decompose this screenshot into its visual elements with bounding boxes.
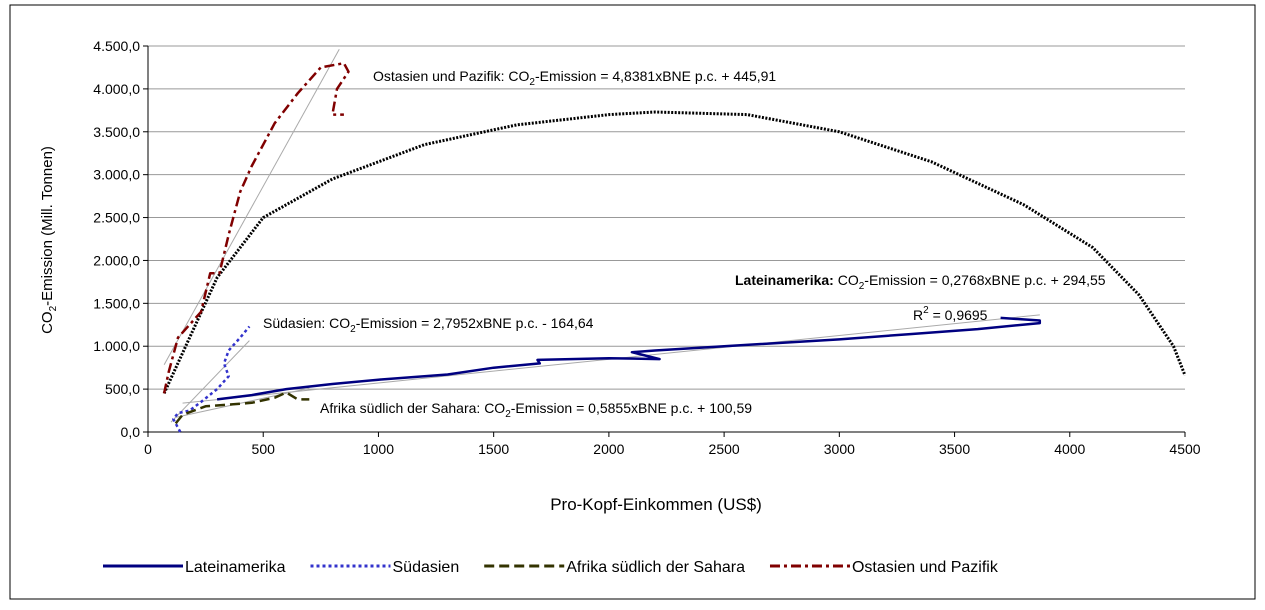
x-tick-label: 3500 — [939, 441, 970, 457]
trendline — [163, 49, 340, 365]
y-tick-label: 500,0 — [105, 381, 140, 397]
y-tick-label: 1.500,0 — [93, 295, 140, 311]
annotation: Lateinamerika: CO2-Emission = 0,2768xBNE… — [735, 272, 1106, 292]
annotation-text: -Emission = 4,8381xBNE p.c. + 445,91 — [535, 68, 776, 84]
legend-label: Afrika südlich der Sahara — [566, 559, 745, 576]
annotation-sup: 2 — [923, 305, 929, 316]
curve — [162, 110, 1187, 395]
x-tick-label: 2000 — [593, 441, 624, 457]
y-tick-label: 2.000,0 — [93, 252, 140, 268]
legend-label: Lateinamerika — [185, 559, 286, 576]
y-axis-label-sub: 2 — [48, 305, 59, 311]
annotation-text: Südasien: CO — [263, 315, 350, 331]
trendline — [175, 387, 310, 418]
annotation-text: = 0,9695 — [929, 307, 988, 323]
annotation-text: Afrika südlich der Sahara: CO — [320, 400, 505, 416]
annotation: R2 = 0,9695 — [913, 305, 988, 323]
series-line — [216, 316, 1042, 401]
annotation-text: -Emission = 0,5855xBNE p.c. + 100,59 — [511, 400, 752, 416]
annotation-sub: 2 — [859, 281, 865, 292]
y-tick-label: 2.500,0 — [93, 210, 140, 226]
y-axis-label: CO2-Emission (Mill. Tonnen) — [39, 146, 59, 334]
x-tick-label: 500 — [252, 441, 276, 457]
annotation: Ostasien und Pazifik: CO2-Emission = 4,8… — [373, 68, 776, 88]
annotation-bold: Lateinamerika: — [735, 272, 834, 288]
x-axis-label-text: Pro-Kopf-Einkommen (US$) — [550, 495, 762, 514]
annotation-text: -Emission = 2,7952xBNE p.c. - 164,64 — [356, 315, 594, 331]
annotation-sub: 2 — [529, 77, 535, 88]
y-tick-label: 1.000,0 — [93, 338, 140, 354]
x-axis-label: Pro-Kopf-Einkommen (US$) — [550, 495, 762, 514]
annotation-text: CO — [834, 272, 859, 288]
x-tick-label: 4000 — [1054, 441, 1085, 457]
x-tick-label: 0 — [144, 441, 152, 457]
trendline — [170, 340, 250, 423]
y-tick-label: 3.500,0 — [93, 124, 140, 140]
annotation-sub: 2 — [505, 409, 511, 420]
x-tick-label: 1000 — [363, 441, 394, 457]
annotation-text: Ostasien und Pazifik: CO — [373, 68, 530, 84]
series-line — [174, 391, 310, 425]
y-axis-label-text: CO — [39, 311, 56, 334]
series-line — [162, 61, 350, 394]
annotation-text: -Emission = 0,2768xBNE p.c. + 294,55 — [864, 272, 1105, 288]
x-tick-label: 2500 — [709, 441, 740, 457]
x-tick-label: 3000 — [824, 441, 855, 457]
chart-frame — [9, 4, 1256, 600]
annotation: Afrika südlich der Sahara: CO2-Emission … — [320, 400, 752, 420]
y-tick-label: 3.000,0 — [93, 167, 140, 183]
y-tick-label: 4.500,0 — [93, 38, 140, 54]
annotation: Südasien: CO2-Emission = 2,7952xBNE p.c.… — [263, 315, 594, 335]
y-tick-label: 0,0 — [121, 424, 141, 440]
legend-label: Südasien — [393, 559, 460, 576]
annotation-text: R — [913, 307, 923, 323]
annotation-sub: 2 — [350, 324, 356, 335]
y-tick-label: 4.000,0 — [93, 81, 140, 97]
legend-label: Ostasien und Pazifik — [852, 559, 999, 576]
series-line — [172, 325, 251, 433]
x-tick-label: 4500 — [1169, 441, 1200, 457]
y-axis-label-text: -Emission (Mill. Tonnen) — [39, 146, 56, 306]
x-tick-label: 1500 — [478, 441, 509, 457]
